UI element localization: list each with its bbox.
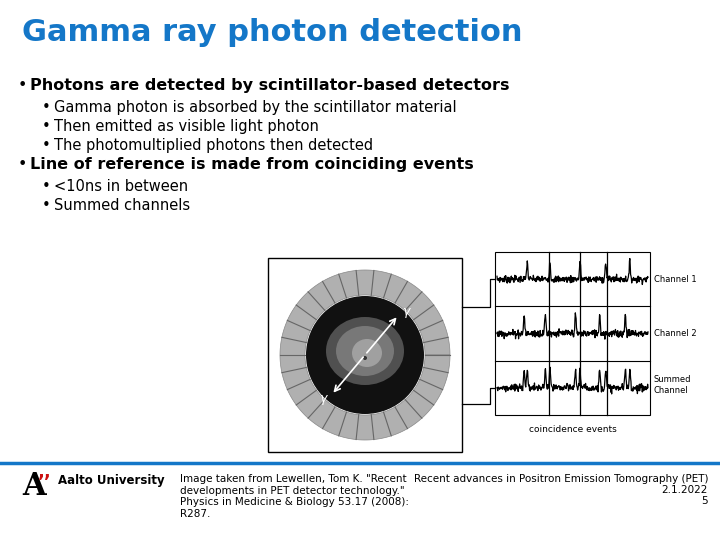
Text: The photomultiplied photons then detected: The photomultiplied photons then detecte… bbox=[54, 138, 373, 153]
Text: <10ns in between: <10ns in between bbox=[54, 179, 188, 194]
Text: Channel 1: Channel 1 bbox=[654, 275, 697, 284]
Ellipse shape bbox=[352, 339, 382, 367]
Text: coincidence events: coincidence events bbox=[528, 425, 616, 434]
Text: Summed
Channel: Summed Channel bbox=[654, 375, 691, 395]
Text: Gamma ray photon detection: Gamma ray photon detection bbox=[22, 18, 523, 47]
Text: •: • bbox=[18, 157, 27, 172]
Text: ’’: ’’ bbox=[38, 473, 52, 491]
Text: Aalto University: Aalto University bbox=[58, 474, 165, 487]
Text: •: • bbox=[42, 119, 50, 134]
Text: Recent advances in Positron Emission Tomography (PET): Recent advances in Positron Emission Tom… bbox=[413, 474, 708, 484]
Bar bbox=[495, 252, 650, 415]
Circle shape bbox=[363, 356, 367, 360]
Ellipse shape bbox=[336, 326, 394, 376]
Text: A: A bbox=[22, 471, 45, 502]
Text: 2.1.2022: 2.1.2022 bbox=[662, 485, 708, 495]
Text: •: • bbox=[42, 198, 50, 213]
Text: •: • bbox=[42, 100, 50, 115]
Text: Image taken from Lewellen, Tom K. "Recent
developments in PET detector technolog: Image taken from Lewellen, Tom K. "Recen… bbox=[180, 474, 409, 519]
Circle shape bbox=[306, 296, 424, 414]
Text: Then emitted as visible light photon: Then emitted as visible light photon bbox=[54, 119, 319, 134]
Text: Summed channels: Summed channels bbox=[54, 198, 190, 213]
Text: Channel 2: Channel 2 bbox=[654, 329, 697, 338]
Text: •: • bbox=[18, 78, 27, 93]
Text: Photons are detected by scintillator-based detectors: Photons are detected by scintillator-bas… bbox=[30, 78, 510, 93]
Ellipse shape bbox=[326, 317, 404, 385]
Text: Line of reference is made from coinciding events: Line of reference is made from coincidin… bbox=[30, 157, 474, 172]
Text: •: • bbox=[42, 138, 50, 153]
Text: 5: 5 bbox=[701, 496, 708, 506]
Text: •: • bbox=[42, 179, 50, 194]
Polygon shape bbox=[280, 270, 450, 440]
Text: γ: γ bbox=[402, 305, 410, 318]
Bar bbox=[268, 258, 462, 452]
Text: Gamma photon is absorbed by the scintillator material: Gamma photon is absorbed by the scintill… bbox=[54, 100, 456, 115]
Text: γ: γ bbox=[320, 393, 327, 406]
